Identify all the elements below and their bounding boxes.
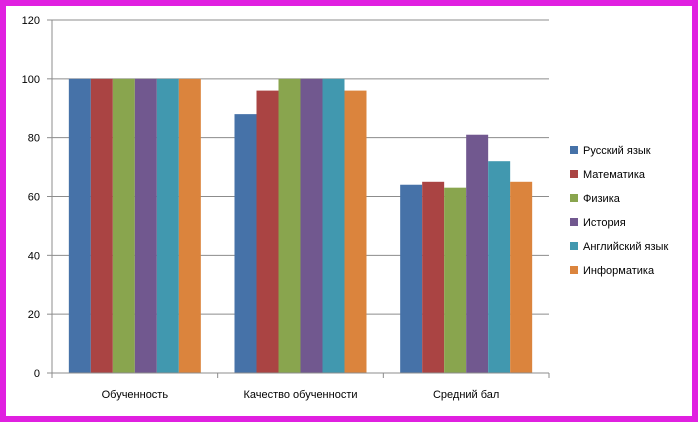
y-tick-label: 60 xyxy=(28,192,40,204)
x-tick-label: Обученность xyxy=(102,389,169,401)
bar xyxy=(300,78,323,373)
bar xyxy=(112,78,135,373)
legend-label: Русский язык xyxy=(583,145,651,157)
bar xyxy=(510,181,533,373)
bar xyxy=(156,78,179,373)
bar xyxy=(322,78,345,373)
legend-label: Математика xyxy=(583,169,646,181)
legend-label: История xyxy=(583,217,626,229)
y-tick-label: 120 xyxy=(22,15,40,27)
legend-swatch xyxy=(570,218,578,226)
x-tick-label: Средний бал xyxy=(433,389,499,401)
legend-label: Физика xyxy=(583,193,621,205)
bar xyxy=(488,161,511,373)
legend-swatch xyxy=(570,266,578,274)
bar xyxy=(466,134,489,373)
y-tick-label: 0 xyxy=(34,368,40,380)
bar xyxy=(422,181,445,373)
y-tick-label: 100 xyxy=(22,74,40,86)
legend-swatch xyxy=(570,194,578,202)
legend: Русский язык Математика Физика История Англи… xyxy=(570,145,668,277)
bar xyxy=(256,90,279,373)
legend-swatch xyxy=(570,242,578,250)
x-tick-label: Качество обученности xyxy=(243,389,357,401)
bar xyxy=(400,184,423,373)
legend-swatch xyxy=(570,170,578,178)
y-tick-label: 20 xyxy=(28,309,40,321)
bar xyxy=(178,78,201,373)
y-tick-label: 40 xyxy=(28,250,40,262)
legend-label: Английский язык xyxy=(583,241,668,253)
axes: 0 20 40 60 80 100 120 Обученность Качество обуче… xyxy=(22,15,550,401)
bars xyxy=(68,78,533,373)
bar xyxy=(278,78,301,373)
bar xyxy=(444,187,467,373)
legend-swatch xyxy=(570,146,578,154)
y-tick-label: 80 xyxy=(28,133,40,145)
bar xyxy=(90,78,113,373)
bar xyxy=(134,78,157,373)
bar xyxy=(68,78,91,373)
bar xyxy=(234,114,257,373)
bar xyxy=(344,90,367,373)
legend-label: Информатика xyxy=(583,265,655,277)
